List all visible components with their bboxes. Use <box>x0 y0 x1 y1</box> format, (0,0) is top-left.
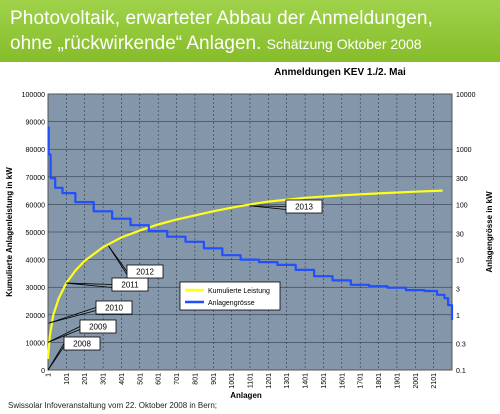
y-tick-label: 60000 <box>26 202 46 209</box>
annotation-box <box>63 336 101 351</box>
y-tick-label: 70000 <box>26 175 46 182</box>
annotation-leader-edge <box>47 329 81 343</box>
annotation-leader-edge <box>47 346 65 371</box>
legend-box <box>179 281 281 311</box>
x-tick-label: 301 <box>101 373 108 385</box>
x-tick-label: 1401 <box>303 373 310 389</box>
x-tick-label: 801 <box>192 373 199 385</box>
x-tick-label: 1601 <box>339 373 346 389</box>
series-layer <box>46 126 454 360</box>
legend: Kumulierte Leistung Anlagengrösse <box>179 281 281 311</box>
footer-note: Swissolar Infoveranstaltung vom 22. Okto… <box>8 401 217 410</box>
x-tick-label: 1301 <box>284 373 291 389</box>
legend-entry: Anlagengrösse <box>208 300 255 307</box>
title-line-2-main: ohne „rückwirkende“ Anlagen. <box>10 33 262 54</box>
y-tick-label: 30000 <box>26 285 46 292</box>
x-tick-label: 1 <box>46 373 53 377</box>
annotation-box <box>79 319 117 334</box>
annotation-label: 2011 <box>121 281 139 290</box>
title-line-2: ohne „rückwirkende“ Anlagen. Schätzung O… <box>10 33 422 55</box>
annotation-box <box>126 264 164 279</box>
y-tick-label: 80000 <box>26 147 46 154</box>
annotation-leader-edge <box>48 310 97 324</box>
annotation-box <box>285 199 323 214</box>
y-axis-label: Kumulierte Anlagenleistung in kW <box>5 167 14 297</box>
y2-tick-label: 1000 <box>456 147 472 154</box>
y-tick-label: 90000 <box>26 120 46 127</box>
y2-tick-label: 0.3 <box>456 342 466 349</box>
x-tick-label: 2101 <box>431 373 438 389</box>
x-tick-label: 401 <box>119 373 126 385</box>
x-tick-label: 1501 <box>321 373 328 389</box>
y2-axis-ticks: 0.1 0.3 1 3 10 30 100 300 1000 10000 <box>456 92 476 375</box>
chart: Anmeldungen KEV 1./2. Mai 01000020000300… <box>0 62 500 402</box>
y-tick-label: 40000 <box>26 258 46 265</box>
y2-tick-label: 3 <box>456 286 460 293</box>
x-tick-label: 701 <box>174 373 181 385</box>
annotation-leader <box>48 307 97 324</box>
x-tick-label: 2001 <box>413 373 420 389</box>
x-tick-label: 901 <box>211 373 218 385</box>
title-line-2-suffix: Schätzung Oktober 2008 <box>266 36 422 52</box>
y-tick-label: 0 <box>41 368 45 375</box>
y-axis-ticks: 0 10000 20000 30000 40000 50000 60000 70000 8000… <box>22 92 45 375</box>
y2-tick-label: 1 <box>456 313 460 320</box>
annotation-leader <box>47 326 81 343</box>
annotation-label: 2013 <box>295 203 313 212</box>
x-tick-label: 601 <box>156 373 163 385</box>
annotation-label: 2009 <box>89 323 107 332</box>
series-line <box>47 126 454 321</box>
x-tick-label: 101 <box>64 373 71 385</box>
annotation-label: 2010 <box>105 304 123 313</box>
x-axis-label: Anlagen <box>230 391 262 400</box>
y-tick-label: 100000 <box>22 92 45 99</box>
y-tick-label: 50000 <box>26 230 46 237</box>
series-line <box>46 189 443 360</box>
x-tick-label: 1001 <box>229 373 236 389</box>
legend-entry: Kumulierte Leistung <box>208 288 270 295</box>
y-tick-label: 10000 <box>26 340 46 347</box>
annotations: 2008 2009 2010 2011 2012 2013 <box>47 199 323 371</box>
y-tick-label: 20000 <box>26 313 46 320</box>
chart-title: Anmeldungen KEV 1./2. Mai <box>274 67 406 78</box>
y2-tick-label: 30 <box>456 231 464 238</box>
x-axis-ticks: 1 101 201 301 401 501 601 701 801 901 1001 1101 1201… <box>46 373 439 389</box>
annotation-leader-edge <box>66 282 113 288</box>
y2-tick-label: 300 <box>456 176 468 183</box>
x-tick-label: 1901 <box>394 373 401 389</box>
x-tick-label: 1701 <box>358 373 365 389</box>
x-tick-label: 1101 <box>248 373 255 388</box>
y2-tick-label: 100 <box>456 202 468 209</box>
annotation-leader <box>66 282 113 285</box>
annotation-leader-edge <box>108 245 128 275</box>
title-banner: Photovoltaik, erwarteter Abbau der Anmel… <box>0 0 500 62</box>
annotation-box <box>95 300 133 315</box>
annotation-leader-edge <box>249 205 287 210</box>
y2-axis-label: Anlagengrösse in kW <box>485 191 494 273</box>
y2-tick-label: 0.1 <box>456 368 466 375</box>
annotation-leader <box>249 205 287 207</box>
annotation-label: 2012 <box>136 268 154 277</box>
annotation-label: 2008 <box>73 340 91 349</box>
y2-tick-label: 10000 <box>456 92 476 99</box>
title-line-1: Photovoltaik, erwarteter Abbau der Anmel… <box>10 8 433 29</box>
x-tick-label: 1201 <box>266 373 273 389</box>
x-tick-label: 1801 <box>376 373 383 389</box>
x-tick-label: 201 <box>82 373 89 385</box>
y2-tick-label: 10 <box>456 258 464 265</box>
x-tick-label: 501 <box>137 373 144 385</box>
